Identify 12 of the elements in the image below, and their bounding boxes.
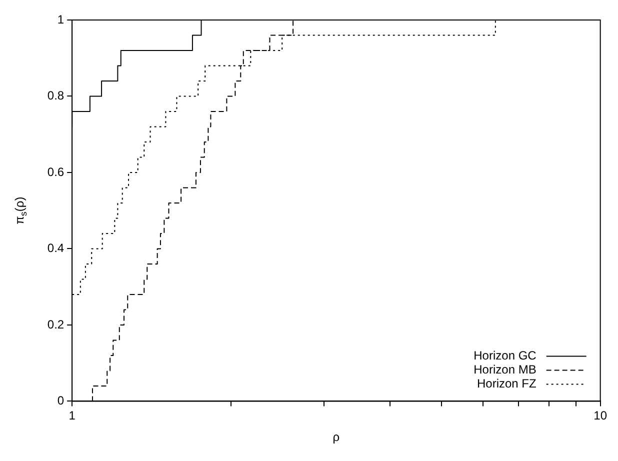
legend-label: Horizon GC	[474, 348, 537, 363]
y-tick-label: 0.6	[47, 164, 64, 179]
y-tick-label: 1	[57, 12, 64, 26]
legend-label: Horizon MB	[474, 362, 536, 377]
y-tick-label: 0	[57, 394, 64, 408]
legend-label: Horizon FZ	[476, 376, 536, 391]
y-axis-title: πs(ρ)	[12, 196, 28, 224]
x-tick-label: 10	[594, 408, 608, 423]
y-tick-label: 0.4	[47, 241, 64, 256]
y-tick-label: 0.8	[47, 88, 64, 103]
x-axis-title: ρ	[332, 430, 340, 444]
y-tick-label: 0.2	[47, 317, 64, 332]
